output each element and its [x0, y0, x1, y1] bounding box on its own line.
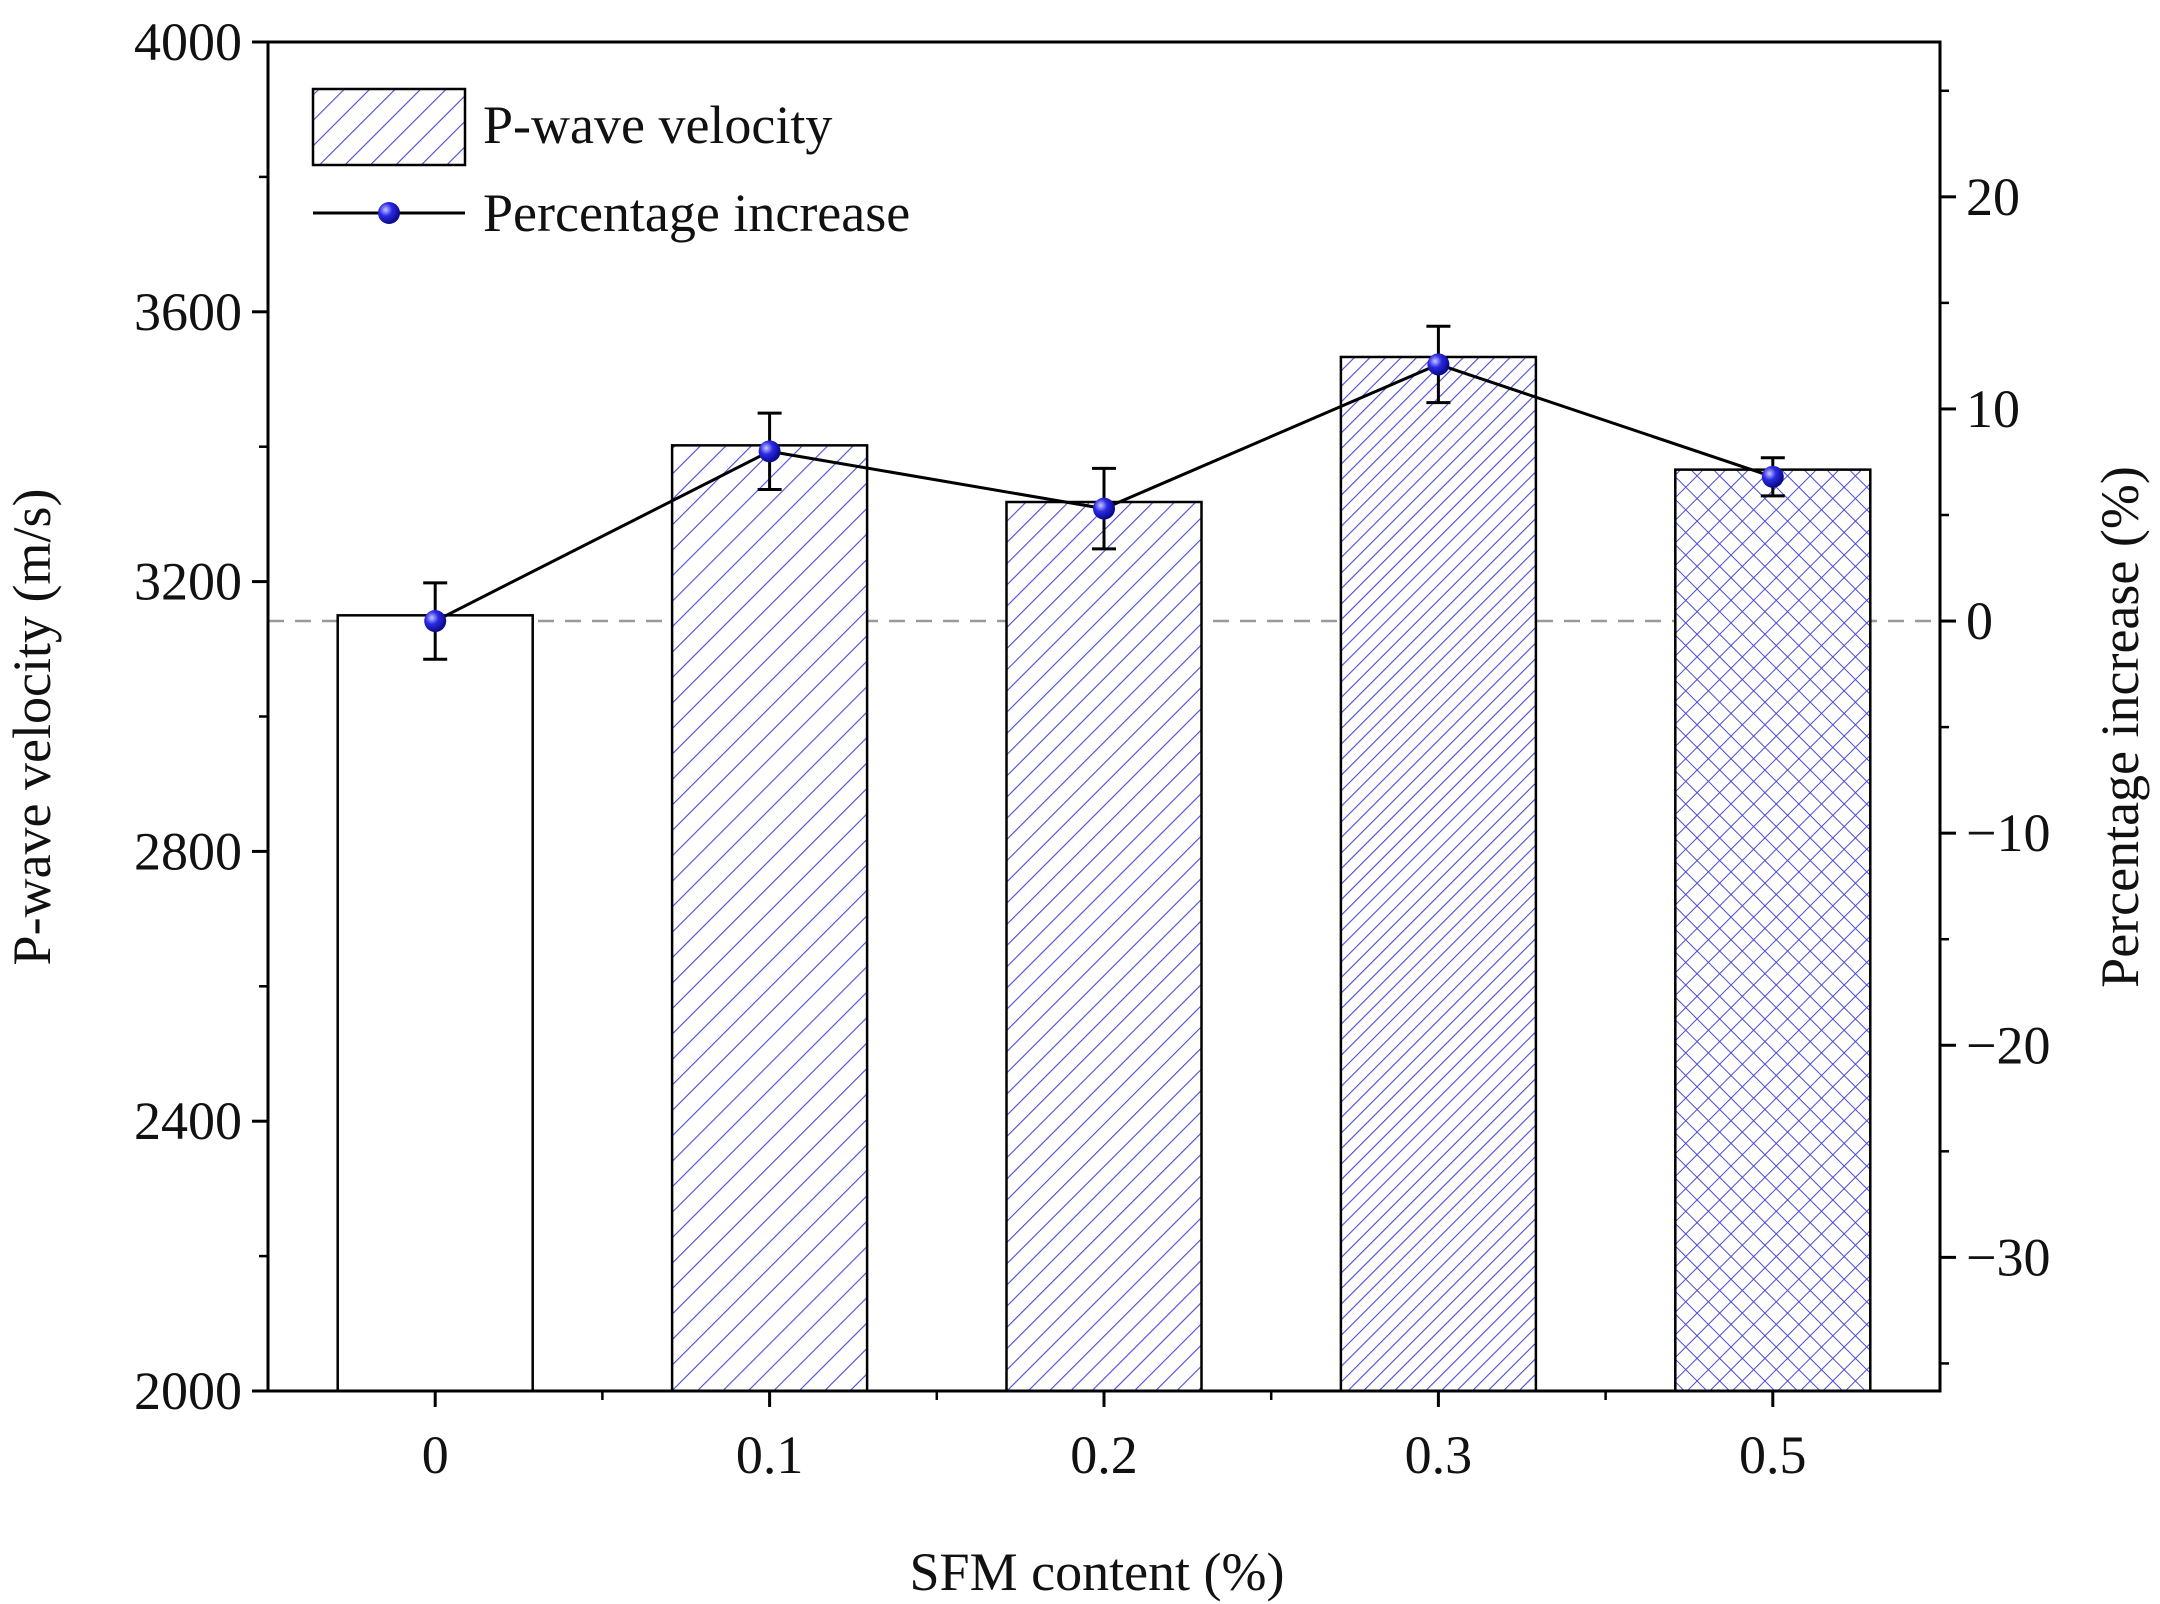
- marker-0.5: [1761, 465, 1784, 488]
- x-axis-title: SFM content (%): [910, 1542, 1285, 1602]
- line-layer: [423, 324, 1785, 661]
- y-tick-label-2800: 2800: [134, 821, 242, 881]
- x-tick-label-0.5: 0.5: [1739, 1425, 1807, 1485]
- y2-tick-label-0: 0: [1966, 591, 1993, 651]
- marker-0: [424, 610, 447, 633]
- bar-0.1: [670, 444, 869, 1393]
- bar-0.5: [1674, 468, 1872, 1393]
- y-tick-label-3200: 3200: [134, 552, 242, 612]
- legend-line-marker: [378, 202, 400, 224]
- bars-layer: [336, 355, 1872, 1393]
- marker-0.2: [1093, 497, 1115, 520]
- x-tick-label-0: 0: [422, 1425, 449, 1485]
- y2-tick-label--20: −20: [1966, 1015, 2050, 1075]
- legend-bar-swatch: [311, 87, 467, 167]
- y-axis-title: P-wave velocity (m/s): [2, 489, 62, 966]
- legend-label-bar: P-wave velocity: [483, 95, 832, 155]
- marker-0.3: [1427, 353, 1450, 376]
- axes-layer: 2000 2400 2800 3200 3600 4000 −30 −20 −10 0 10 20 0 0…: [134, 12, 2050, 1485]
- bar-0: [336, 614, 534, 1393]
- y-tick-label-3600: 3600: [134, 282, 242, 342]
- y-tick-label-4000: 4000: [134, 12, 242, 72]
- y-tick-label-2400: 2400: [134, 1091, 242, 1151]
- y-tick-label-2000: 2000: [134, 1361, 242, 1421]
- bar-0.3: [1339, 355, 1538, 1393]
- x-tick-label-0.3: 0.3: [1405, 1425, 1473, 1485]
- y2-axis-title: Percentage increase (%): [2090, 466, 2150, 988]
- marker-0.1: [758, 440, 781, 463]
- x-tick-label-0.2: 0.2: [1070, 1425, 1138, 1485]
- bar-0.2: [1005, 500, 1203, 1393]
- x-tick-label-0.1: 0.1: [736, 1425, 804, 1485]
- y2-tick-label-10: 10: [1966, 379, 2020, 439]
- y2-tick-label-20: 20: [1966, 167, 2020, 227]
- legend: P-wave velocity Percentage increase: [311, 87, 910, 243]
- y2-tick-label--10: −10: [1966, 803, 2050, 863]
- legend-label-line: Percentage increase: [483, 183, 910, 243]
- y2-tick-label--30: −30: [1966, 1227, 2050, 1287]
